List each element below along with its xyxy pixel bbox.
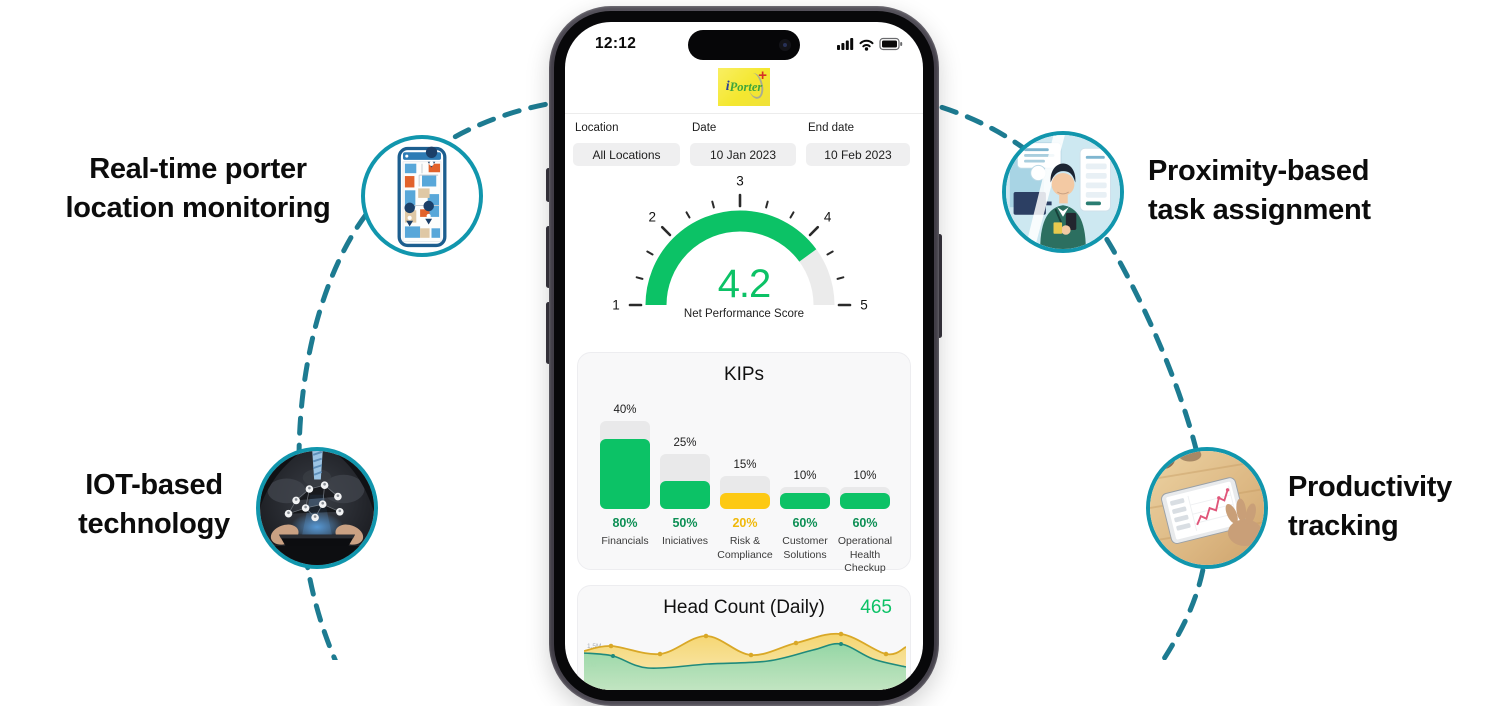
callout-line: Real-time porter — [89, 153, 307, 185]
bar-weight-label: 10% — [853, 470, 877, 482]
volume-down-button — [546, 302, 551, 364]
y-axis-tick: 1.5M — [587, 643, 602, 650]
kips-bar: 10% 60% Customer Solutions — [780, 397, 830, 576]
bar-completion-label: 60% — [792, 516, 818, 530]
status-time: 12:12 — [595, 35, 637, 52]
kips-bar: 15% 20% Risk & Compliance — [717, 397, 772, 576]
wifi-dot — [864, 47, 869, 51]
date-filter-select[interactable]: 10 Jan 2023 — [690, 143, 796, 166]
bar-track — [660, 454, 710, 509]
callout-line: task assignment — [1148, 194, 1371, 226]
kips-bar-chart: 40% 80% Financials 25% 50% Iniciatives 15% 20% R… — [600, 397, 892, 576]
productivity-tracking-label: Productivity tracking — [1288, 468, 1485, 546]
productivity-tracking-circle — [1146, 447, 1268, 569]
callout-line: Productivity — [1288, 471, 1452, 503]
bar-track — [840, 487, 890, 509]
signal-icon — [837, 38, 854, 50]
bar-weight-label: 25% — [673, 437, 697, 449]
callout-line: location monitoring — [65, 192, 331, 224]
location-filter-select[interactable]: All Locations — [573, 143, 680, 166]
bar-category-label: Iniciatives — [661, 535, 709, 547]
mute-switch — [546, 168, 551, 202]
gauge-tick-label: 1 — [612, 297, 620, 313]
battery-icon — [879, 37, 903, 51]
kips-card: KIPs 40% 80% Financials 25% 50% Iniciatives 15… — [577, 352, 911, 574]
end-date-filter-select[interactable]: 10 Feb 2023 — [806, 143, 910, 166]
iot-technology-label: IOT-based technology — [38, 466, 270, 544]
task-assignment-label: Proximity-based task assignment — [1148, 152, 1485, 230]
dynamic-island — [688, 30, 800, 60]
gauge-caption: Net Performance Score — [683, 308, 805, 320]
gauge-tick-label: 5 — [860, 297, 868, 313]
bar-completion-label: 50% — [672, 516, 698, 530]
callout-line: Proximity-based — [1148, 155, 1370, 187]
logo-i: i — [725, 79, 730, 94]
bar-completion-label: 60% — [852, 516, 878, 530]
date-filter-label: Date — [692, 122, 717, 134]
gauge-value: 4.2 — [717, 262, 772, 306]
phone-screen: 12:12 + — [565, 22, 923, 690]
tablet-chart-photo-icon — [1150, 451, 1264, 565]
bar-weight-label: 40% — [613, 404, 637, 416]
gauge-tick-label: 4 — [823, 209, 832, 225]
net-performance-gauge: 1 2 3 4 5 4.2 Net Performance Score — [565, 172, 923, 326]
bar-fill — [660, 481, 710, 509]
front-camera — [779, 39, 791, 51]
callout-line: IOT-based — [85, 469, 223, 501]
bar-category-label: Financials — [601, 535, 649, 547]
phone-map-icon — [397, 146, 447, 248]
head-count-area-chart — [584, 631, 906, 690]
kips-bar: 40% 80% Financials — [600, 397, 650, 576]
bar-category-label: Risk & Compliance — [717, 535, 773, 561]
gauge-tick-label: 3 — [736, 173, 744, 189]
iot-tablet-photo-icon — [260, 451, 374, 565]
phone-mockup: 12:12 + — [546, 6, 942, 706]
end-date-filter-label: End date — [808, 122, 855, 134]
head-count-value: 465 — [860, 597, 892, 618]
bar-track — [780, 487, 830, 509]
logo-medical-plus-icon: + — [758, 67, 767, 84]
bar-track — [720, 476, 770, 509]
gauge-tick-label: 2 — [648, 209, 657, 225]
bar-track — [600, 421, 650, 509]
wifi-icon — [859, 39, 874, 48]
divider — [565, 113, 923, 114]
kips-title: KIPs — [723, 364, 765, 385]
bar-fill — [600, 439, 650, 509]
realtime-monitoring-label: Real-time porter location monitoring — [28, 150, 368, 228]
callout-line: tracking — [1288, 510, 1399, 542]
worker-phone-illustration-icon — [1006, 135, 1120, 249]
volume-up-button — [546, 226, 551, 288]
bar-fill — [780, 493, 830, 509]
bar-weight-label: 10% — [793, 470, 817, 482]
head-count-title: Head Count (Daily) — [663, 597, 825, 618]
logo-name: Porter — [729, 79, 763, 94]
realtime-monitoring-circle — [361, 135, 483, 257]
head-count-card: Head Count (Daily) 465 1.5M 1M — [577, 585, 911, 690]
iot-technology-circle — [256, 447, 378, 569]
bar-fill — [840, 493, 890, 509]
bar-fill — [720, 493, 770, 509]
iporter-logo: + i Porter — [718, 67, 770, 106]
bar-category-label: Operational Health Checkup — [837, 535, 893, 575]
bar-completion-label: 20% — [732, 516, 758, 530]
kips-bar: 25% 50% Iniciatives — [660, 397, 710, 576]
status-icons — [837, 37, 903, 56]
kips-bar: 10% 60% Operational Health Checkup — [838, 397, 892, 576]
bar-completion-label: 80% — [612, 516, 638, 530]
power-button — [937, 234, 942, 338]
task-assignment-circle — [1002, 131, 1124, 253]
bar-category-label: Customer Solutions — [782, 535, 828, 561]
callout-line: technology — [78, 508, 230, 540]
bar-weight-label: 15% — [733, 459, 757, 471]
location-filter-label: Location — [575, 122, 619, 134]
